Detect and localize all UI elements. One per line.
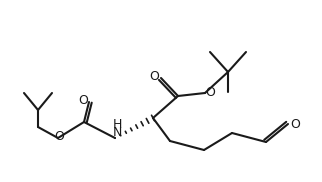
Text: N: N [112, 126, 122, 139]
Text: O: O [205, 86, 215, 98]
Text: H: H [112, 118, 122, 130]
Text: O: O [54, 130, 64, 143]
Text: O: O [78, 94, 88, 108]
Text: O: O [290, 118, 300, 132]
Text: O: O [149, 70, 159, 84]
